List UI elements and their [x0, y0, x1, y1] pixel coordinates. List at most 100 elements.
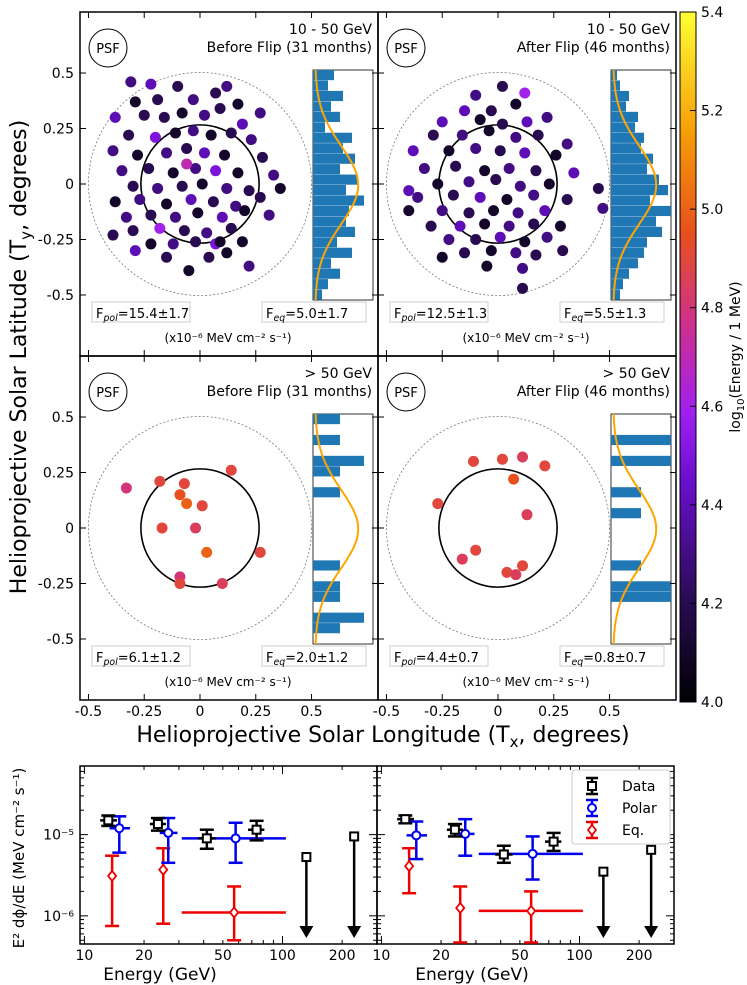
histogram-frame — [312, 413, 374, 645]
event-point — [436, 205, 448, 217]
x-tick-label: 0.25 — [240, 704, 271, 720]
colorbar-tick-label: 5.4 — [701, 5, 723, 21]
event-point — [403, 205, 415, 217]
psf-label: PSF — [394, 42, 418, 57]
event-point — [172, 80, 184, 92]
event-point — [479, 218, 491, 230]
event-point — [185, 194, 197, 206]
histogram-bar — [611, 434, 671, 446]
event-point — [494, 145, 506, 157]
psf-profile-curve — [314, 413, 360, 645]
event-point — [134, 194, 146, 206]
psf-label: PSF — [394, 386, 418, 401]
histogram-bar — [313, 90, 343, 102]
event-point — [557, 245, 569, 257]
legend-label: Polar — [622, 801, 657, 817]
event-point — [145, 78, 157, 90]
event-point — [459, 105, 471, 117]
event-point — [274, 182, 286, 194]
histogram-bar — [313, 289, 322, 300]
event-point — [120, 482, 132, 494]
event-point — [216, 211, 228, 223]
event-point — [254, 546, 266, 558]
solar-disk-circle — [140, 468, 260, 588]
event-point — [210, 87, 222, 99]
y-tick-label: 0.25 — [43, 122, 74, 138]
histogram-bar — [313, 80, 328, 91]
histogram-bar — [611, 205, 671, 217]
sky-panel-2: PSF 10 - 50 GeV After Flip (46 months) Fpol… — [377, 11, 677, 357]
eq-flux-label: Feq=5.0±1.7 — [266, 307, 348, 324]
data-point — [397, 814, 414, 825]
histogram-bar — [611, 237, 647, 248]
event-point — [190, 236, 202, 248]
psf-label: PSF — [96, 386, 120, 401]
eq-flux-box — [559, 301, 665, 323]
data-marker — [301, 852, 312, 863]
event-point — [467, 455, 479, 467]
event-point — [190, 162, 202, 174]
event-point — [167, 167, 179, 179]
event-point — [245, 134, 257, 146]
event-point — [127, 225, 139, 237]
event-point — [501, 194, 513, 206]
spectrum-y-tick-label: 10⁻⁵ — [43, 828, 74, 844]
legend-marker — [587, 803, 597, 813]
spectrum-panel-2: 10 20 50 100 200 Data Polar Eq. — [372, 765, 675, 964]
event-point — [152, 182, 164, 194]
spectrum-x-tick-label: 10 — [372, 948, 390, 964]
energy-range-label: > 50 GeV — [603, 366, 671, 382]
event-point — [236, 236, 248, 248]
histogram-bar — [313, 268, 340, 279]
histogram-bar — [611, 581, 671, 592]
x-tick-label: 0 — [196, 704, 205, 720]
event-point — [145, 238, 157, 250]
x-tick-label: 0 — [494, 704, 503, 720]
sky-panel-3: PSF > 50 GeV Before Flip (31 months) Fpol=6… — [38, 355, 379, 720]
histogram-bar — [313, 237, 337, 248]
histogram-bar — [313, 174, 358, 185]
event-point — [256, 151, 268, 163]
y-tick-label: -0.25 — [38, 576, 74, 592]
event-point — [254, 107, 266, 119]
event-point — [568, 167, 580, 179]
histogram-bar — [611, 508, 641, 519]
event-point — [427, 129, 439, 141]
x-tick-label: 0.5 — [300, 704, 322, 720]
x-tick-label: 0.25 — [538, 704, 569, 720]
histogram-bar — [313, 434, 340, 446]
event-point — [488, 205, 500, 217]
event-point — [232, 167, 244, 179]
period-label: Before Flip (31 months) — [207, 384, 372, 400]
flux-units-note: (x10⁻⁶ MeV cm⁻² s⁻¹) — [462, 675, 589, 689]
y-tick-label: -0.25 — [38, 232, 74, 248]
histogram-bar — [313, 143, 343, 154]
psf-circle — [386, 28, 426, 68]
histogram-bar — [313, 591, 340, 602]
sky-panel-4: PSF > 50 GeV After Flip (46 months) Fpol=4.… — [373, 355, 677, 720]
histogram-bar — [313, 612, 364, 623]
event-point — [450, 160, 462, 172]
polar-marker — [114, 823, 125, 834]
event-point — [539, 460, 551, 472]
histogram-bar — [611, 122, 635, 133]
histogram-bar — [313, 581, 340, 592]
event-point — [214, 103, 226, 115]
flux-units-note: (x10⁻⁶ MeV cm⁻² s⁻¹) — [462, 331, 589, 345]
event-point — [187, 94, 199, 106]
event-point — [496, 80, 508, 92]
event-point — [181, 142, 193, 154]
data-point — [347, 831, 362, 938]
legend-marker — [587, 781, 597, 791]
histogram-bar — [313, 258, 331, 269]
data-point — [248, 819, 265, 842]
event-point — [412, 191, 424, 203]
sky-map-panels: PSF 10 - 50 GeV Before Flip (31 months) Fpo… — [38, 11, 677, 720]
event-point — [216, 577, 228, 589]
histogram-bar — [611, 268, 629, 279]
eq-point — [453, 885, 468, 944]
eq-flux-label: Feq=5.5±1.3 — [564, 307, 646, 324]
polar-flux-box — [389, 645, 489, 667]
histogram-bar — [313, 279, 328, 290]
